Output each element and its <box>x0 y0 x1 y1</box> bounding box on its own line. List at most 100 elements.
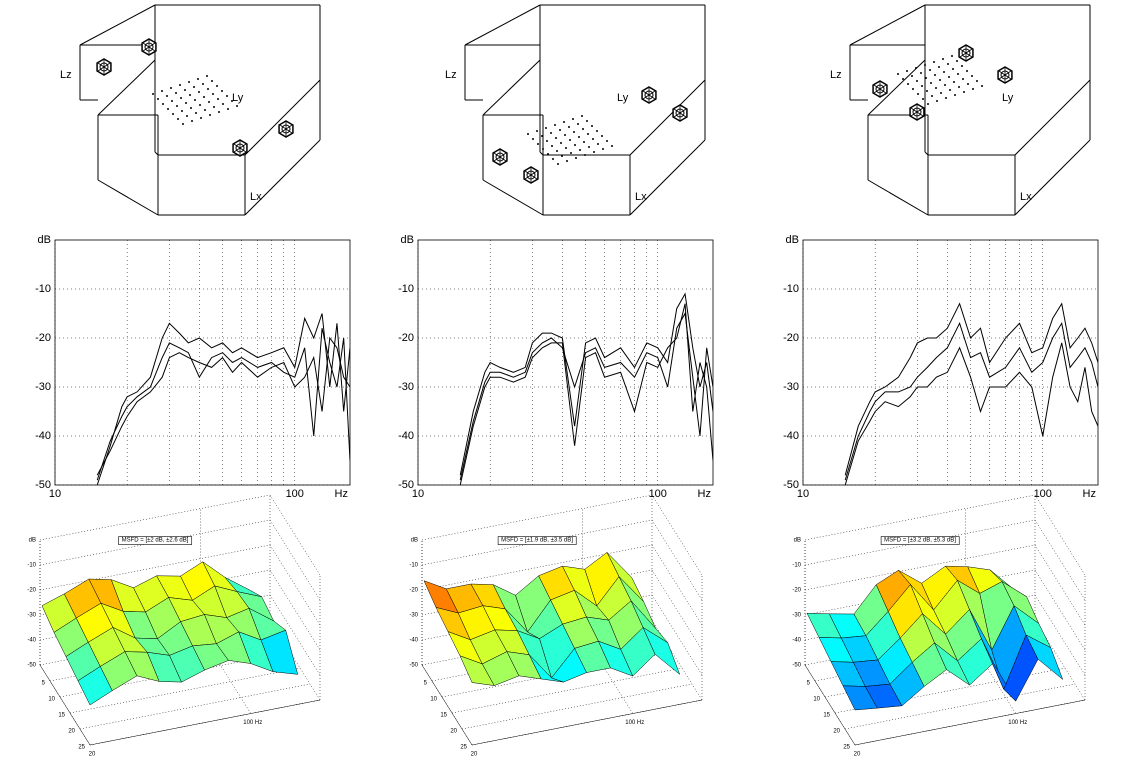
room-edge <box>482 179 544 216</box>
x-tick-label: 100 Hz <box>1008 720 1027 726</box>
mic-point <box>172 113 174 115</box>
y-tick-label: 20 <box>450 729 457 735</box>
z-tick-label: -10 <box>27 563 36 569</box>
mic-point <box>583 141 585 143</box>
mic-point <box>536 130 538 132</box>
grid-line <box>1034 544 1086 626</box>
mic-point <box>933 61 935 63</box>
mic-point <box>213 106 215 108</box>
mic-point <box>175 92 177 94</box>
y-tick-label: 10 <box>48 697 55 703</box>
speaker-spokes <box>233 141 247 155</box>
z-tick-label: -40 <box>27 638 36 644</box>
mic-point <box>188 81 190 83</box>
mic-point <box>611 145 613 147</box>
mic-point <box>573 131 575 133</box>
mic-point <box>592 138 594 140</box>
mic-point <box>200 117 202 119</box>
mic-point <box>981 85 983 87</box>
axis-edge <box>1034 494 1086 576</box>
mic-point <box>943 71 945 73</box>
label-ly: Ly <box>232 92 244 104</box>
mic-point <box>204 109 206 111</box>
surface-patch <box>642 626 681 676</box>
annotation-box <box>497 536 577 545</box>
mic-point <box>927 103 929 105</box>
mic-point <box>554 124 556 126</box>
mic-point <box>940 92 942 94</box>
mic-point <box>194 99 196 101</box>
mic-point <box>912 88 914 90</box>
y-tick-label: 15 <box>58 713 65 719</box>
mic-point <box>897 73 899 75</box>
mic-point <box>212 93 214 95</box>
x-tick-label: 10 <box>49 488 61 500</box>
mic-point <box>606 140 608 142</box>
mic-point <box>902 78 904 80</box>
annotation-box <box>880 536 960 545</box>
mic-point <box>555 137 557 139</box>
mic-point <box>915 67 917 69</box>
x-tick-label: 20 <box>471 752 478 758</box>
mic-point <box>961 65 963 67</box>
room-edge <box>867 59 926 116</box>
speaker-spokes <box>524 168 538 182</box>
mic-point <box>972 88 974 90</box>
mic-point <box>966 70 968 72</box>
mic-point <box>545 127 547 129</box>
mic-point <box>167 108 169 110</box>
mic-point <box>161 90 163 92</box>
y-tick-label: 25 <box>78 745 85 751</box>
mic-point <box>568 126 570 128</box>
mic-point <box>602 148 604 150</box>
speaker-spokes <box>279 122 293 136</box>
y-tick-label: -40 <box>35 430 51 442</box>
mic-point <box>171 100 173 102</box>
x-tick-label: 100 Hz <box>243 720 262 726</box>
grid-line <box>471 699 703 746</box>
speaker-spokes <box>642 88 656 102</box>
mic-point <box>565 147 567 149</box>
mic-point <box>542 148 544 150</box>
y-tick-label: -20 <box>398 332 414 344</box>
y-tick-label: 25 <box>460 745 467 751</box>
y-tick-label: 15 <box>823 713 830 719</box>
x-tick-label: 10 <box>412 488 424 500</box>
mic-point <box>227 108 229 110</box>
grid-line <box>461 683 693 730</box>
mic-point <box>532 138 534 140</box>
speaker-spokes <box>873 82 887 96</box>
mic-point <box>601 135 603 137</box>
axis-edge <box>39 494 271 541</box>
y-tick-label: 5 <box>807 681 811 687</box>
mic-point <box>924 64 926 66</box>
y-tick-label: -40 <box>398 430 414 442</box>
mic-point <box>591 125 593 127</box>
mic-point <box>216 85 218 87</box>
mic-point <box>934 74 936 76</box>
mic-point <box>563 121 565 123</box>
label-lz: Lz <box>60 69 72 81</box>
mic-point <box>541 135 543 137</box>
mic-point <box>193 86 195 88</box>
mic-point <box>559 129 561 131</box>
label-lx: Lx <box>1020 191 1032 203</box>
mic-point <box>942 58 944 60</box>
y-tick-label: 5 <box>424 681 428 687</box>
mic-point <box>917 93 919 95</box>
mic-point <box>231 100 233 102</box>
mic-point <box>572 118 574 120</box>
y-tick-label: 20 <box>68 729 75 735</box>
z-tick-label: -20 <box>409 588 418 594</box>
y-tick-label: 15 <box>440 713 447 719</box>
mic-point <box>182 123 184 125</box>
mic-point <box>152 93 154 95</box>
mic-point <box>911 75 913 77</box>
mic-point <box>186 115 188 117</box>
plot-frame <box>417 239 714 486</box>
mic-point <box>218 111 220 113</box>
grid-line <box>651 619 703 701</box>
mic-point <box>938 66 940 68</box>
x-tick-label: 20 <box>89 752 96 758</box>
grid-line <box>421 544 653 591</box>
